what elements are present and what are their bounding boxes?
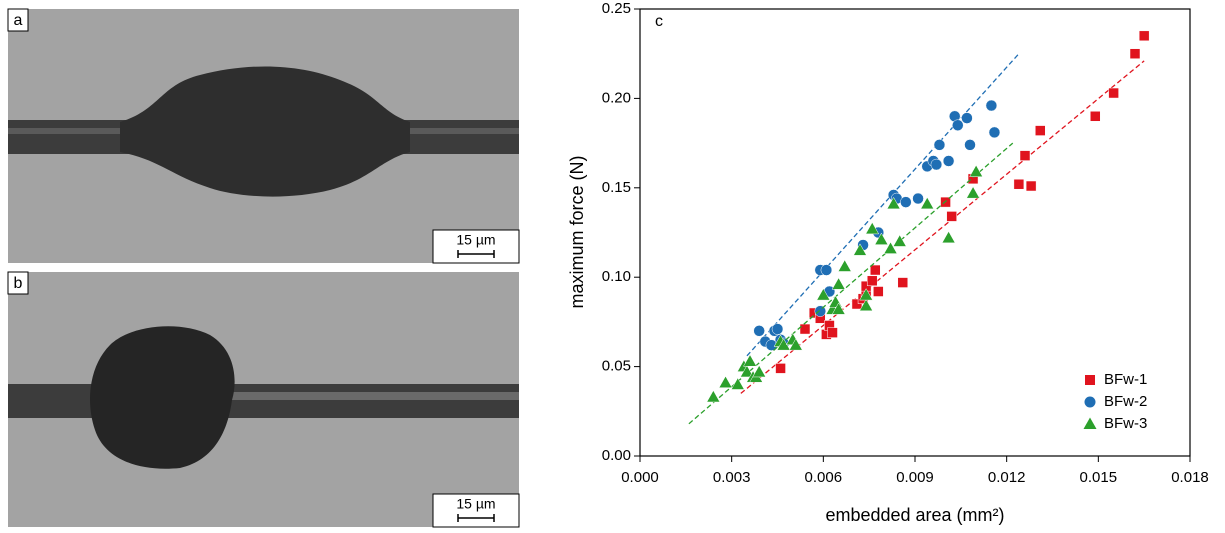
data-point	[985, 99, 998, 112]
data-point	[814, 305, 827, 317]
data-point	[1129, 48, 1141, 59]
data-point	[799, 323, 811, 335]
scale-bar-label: 15 µm	[456, 232, 495, 248]
data-point	[897, 277, 909, 288]
x-tick-label: 0.003	[713, 469, 751, 486]
data-point	[961, 112, 973, 124]
data-point	[886, 196, 901, 210]
data-point	[920, 196, 935, 210]
legend-marker	[1083, 417, 1097, 429]
data-point	[837, 259, 852, 272]
y-tick-label: 0.00	[602, 447, 631, 464]
plot-frame	[639, 8, 1191, 457]
data-point	[827, 327, 838, 338]
data-point	[1013, 178, 1025, 190]
micrograph-b: b 15 µm	[7, 271, 520, 528]
y-axis-label: maximum force (N)	[567, 155, 587, 308]
data-point	[816, 288, 831, 301]
data-point	[866, 275, 878, 287]
legend-marker	[1084, 396, 1096, 408]
legend-marker	[1085, 375, 1095, 385]
data-point	[859, 288, 874, 301]
data-point	[865, 221, 880, 235]
panel-label: b	[14, 275, 23, 292]
legend-label: BFw-3	[1104, 415, 1147, 432]
data-point	[942, 155, 955, 167]
legend-label: BFw-2	[1104, 393, 1147, 410]
x-tick-label: 0.009	[896, 469, 934, 486]
data-point	[853, 243, 867, 256]
data-point	[892, 234, 907, 247]
x-tick-label: 0.012	[988, 469, 1026, 486]
data-point	[718, 375, 733, 388]
data-point	[743, 354, 757, 367]
data-point	[941, 230, 956, 244]
data-point	[1108, 87, 1119, 99]
data-point	[1025, 180, 1037, 192]
data-point	[775, 363, 786, 374]
x-tick-label: 0.006	[805, 469, 843, 486]
panel-label: a	[14, 12, 23, 29]
data-point	[788, 338, 803, 351]
data-point	[859, 298, 874, 312]
data-point	[933, 139, 946, 151]
data-point	[952, 119, 964, 131]
y-tick-label: 0.05	[602, 358, 631, 375]
data-point	[946, 211, 957, 222]
data-point	[730, 377, 745, 390]
data-point	[851, 298, 863, 310]
data-point	[988, 126, 1001, 139]
legend-label: BFw-1	[1104, 371, 1147, 388]
data-point	[740, 364, 754, 378]
fit-line	[740, 60, 1145, 394]
y-tick-label: 0.10	[602, 268, 631, 285]
x-axis-label: embedded area (mm²)	[825, 505, 1004, 525]
scale-bar-label: 15 µm	[456, 496, 495, 512]
data-point	[1090, 111, 1101, 122]
data-point	[831, 302, 846, 315]
data-point	[870, 264, 881, 276]
y-tick-label: 0.15	[602, 179, 631, 196]
data-point	[930, 158, 943, 171]
data-point	[969, 164, 984, 177]
data-point	[966, 186, 980, 199]
data-point	[771, 323, 784, 335]
data-point	[964, 139, 976, 151]
y-tick-label: 0.25	[602, 0, 631, 17]
x-tick-label: 0.000	[621, 469, 659, 486]
micrograph-a: a 15 µm	[7, 8, 520, 264]
data-point	[912, 192, 924, 205]
data-point	[706, 389, 721, 403]
data-point	[1035, 125, 1046, 136]
data-point	[820, 264, 833, 276]
data-point	[883, 241, 898, 254]
data-point	[900, 196, 912, 208]
data-point	[1138, 30, 1150, 42]
x-tick-label: 0.018	[1171, 469, 1209, 486]
data-point	[874, 232, 889, 245]
data-point	[1019, 150, 1031, 161]
data-point	[753, 325, 765, 337]
y-tick-label: 0.20	[602, 89, 631, 106]
fit-line	[746, 53, 1020, 357]
data-point	[831, 277, 846, 290]
data-point	[752, 364, 767, 378]
panel-label: c	[655, 13, 663, 30]
x-tick-label: 0.015	[1080, 469, 1118, 486]
data-point	[873, 286, 884, 297]
